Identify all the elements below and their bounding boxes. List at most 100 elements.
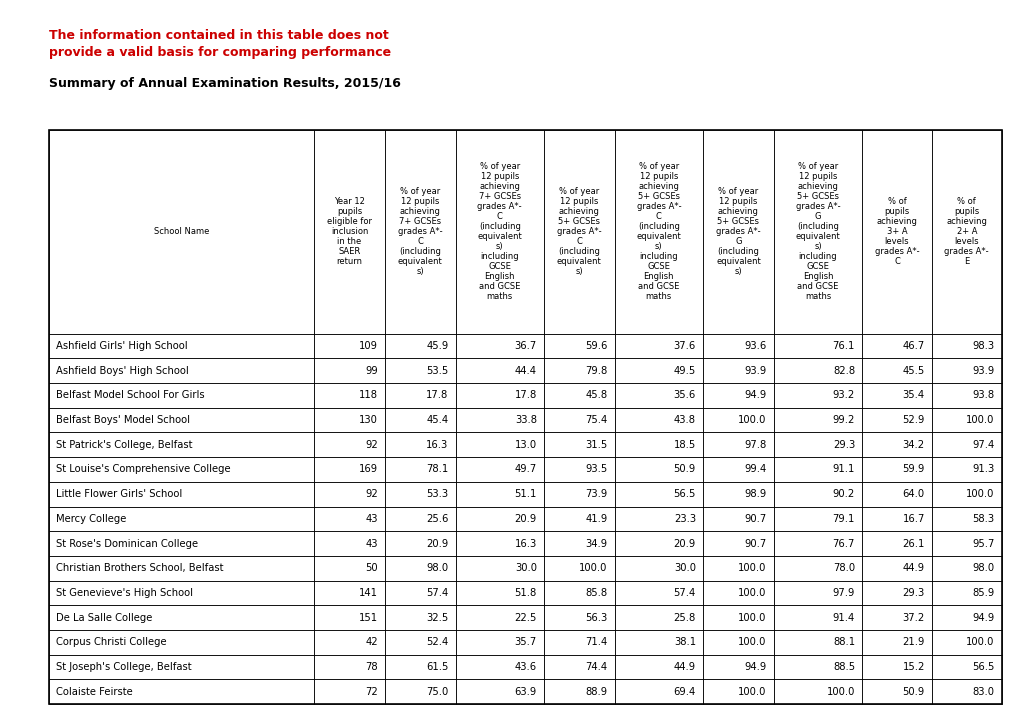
Text: St Louise's Comprehensive College: St Louise's Comprehensive College — [56, 464, 230, 474]
Bar — [773, 433, 861, 457]
Bar — [614, 482, 702, 506]
Bar — [614, 130, 702, 333]
Bar — [614, 457, 702, 482]
Text: 45.8: 45.8 — [585, 390, 607, 400]
Text: 64.0: 64.0 — [902, 489, 924, 499]
Bar — [614, 333, 702, 359]
Text: 82.8: 82.8 — [833, 366, 854, 376]
Bar — [314, 630, 384, 654]
Text: 99.2: 99.2 — [832, 415, 854, 425]
Text: 17.8: 17.8 — [514, 390, 536, 400]
Text: 30.0: 30.0 — [515, 563, 536, 573]
Text: 91.4: 91.4 — [832, 613, 854, 623]
Bar — [49, 457, 314, 482]
Text: 49.5: 49.5 — [673, 366, 695, 376]
Text: 169: 169 — [359, 464, 377, 474]
Bar — [314, 531, 384, 556]
Bar — [455, 580, 543, 606]
Text: 63.9: 63.9 — [514, 687, 536, 697]
Bar — [614, 580, 702, 606]
Bar — [702, 408, 773, 433]
Bar — [861, 433, 931, 457]
Text: Christian Brothers School, Belfast: Christian Brothers School, Belfast — [56, 563, 223, 573]
Text: 25.8: 25.8 — [673, 613, 695, 623]
Bar — [49, 680, 314, 704]
Bar — [931, 556, 1001, 580]
Text: 90.7: 90.7 — [744, 514, 766, 524]
Text: 91.3: 91.3 — [971, 464, 994, 474]
Bar — [314, 506, 384, 531]
Text: 98.3: 98.3 — [971, 341, 994, 351]
Text: 61.5: 61.5 — [426, 662, 448, 672]
Bar — [543, 506, 614, 531]
Text: 97.4: 97.4 — [971, 440, 994, 450]
Text: 56.3: 56.3 — [585, 613, 607, 623]
Text: 75.0: 75.0 — [426, 687, 448, 697]
Text: 15.2: 15.2 — [902, 662, 924, 672]
Text: 25.6: 25.6 — [426, 514, 448, 524]
Bar — [49, 506, 314, 531]
Text: 31.5: 31.5 — [585, 440, 607, 450]
Text: 76.7: 76.7 — [832, 539, 854, 549]
Text: 78: 78 — [365, 662, 377, 672]
Text: 99: 99 — [365, 366, 377, 376]
Bar — [49, 359, 314, 383]
Text: 45.4: 45.4 — [426, 415, 448, 425]
Bar — [702, 433, 773, 457]
Text: 98.0: 98.0 — [971, 563, 994, 573]
Bar — [614, 506, 702, 531]
Bar — [314, 433, 384, 457]
Bar — [455, 654, 543, 680]
Bar — [455, 531, 543, 556]
Text: 52.4: 52.4 — [426, 637, 448, 647]
Bar — [773, 580, 861, 606]
Text: St Joseph's College, Belfast: St Joseph's College, Belfast — [56, 662, 192, 672]
Bar — [455, 457, 543, 482]
Text: 94.9: 94.9 — [744, 390, 766, 400]
Text: 43.6: 43.6 — [515, 662, 536, 672]
Bar — [773, 531, 861, 556]
Text: The information contained in this table does not
provide a valid basis for compa: The information contained in this table … — [49, 29, 390, 59]
Text: 46.7: 46.7 — [902, 341, 924, 351]
Text: % of year
12 pupils
achieving
5+ GCSEs
grades A*-
C
(including
equivalent
s)
inc: % of year 12 pupils achieving 5+ GCSEs g… — [636, 162, 681, 302]
Bar — [543, 433, 614, 457]
Text: 72: 72 — [365, 687, 377, 697]
Bar — [314, 482, 384, 506]
Text: 98.9: 98.9 — [744, 489, 766, 499]
Text: 75.4: 75.4 — [585, 415, 607, 425]
Text: 57.4: 57.4 — [673, 588, 695, 598]
Bar — [702, 580, 773, 606]
Text: 45.9: 45.9 — [426, 341, 448, 351]
Bar — [314, 457, 384, 482]
Bar — [861, 359, 931, 383]
Text: 151: 151 — [359, 613, 377, 623]
Bar — [773, 606, 861, 630]
Bar — [384, 482, 455, 506]
Text: 56.5: 56.5 — [673, 489, 695, 499]
Bar — [773, 506, 861, 531]
Bar — [455, 630, 543, 654]
Bar — [702, 333, 773, 359]
Text: 35.6: 35.6 — [673, 390, 695, 400]
Text: 36.7: 36.7 — [514, 341, 536, 351]
Text: 93.9: 93.9 — [971, 366, 994, 376]
Bar — [455, 606, 543, 630]
Text: 95.7: 95.7 — [971, 539, 994, 549]
Text: 53.3: 53.3 — [426, 489, 448, 499]
Text: St Rose's Dominican College: St Rose's Dominican College — [56, 539, 198, 549]
Text: 44.9: 44.9 — [902, 563, 924, 573]
Bar — [49, 630, 314, 654]
Text: 32.5: 32.5 — [426, 613, 448, 623]
Bar — [773, 333, 861, 359]
Text: 34.9: 34.9 — [585, 539, 607, 549]
Bar — [384, 333, 455, 359]
Bar — [49, 580, 314, 606]
Text: 59.9: 59.9 — [902, 464, 924, 474]
Bar — [861, 606, 931, 630]
Bar — [702, 654, 773, 680]
Text: 79.8: 79.8 — [585, 366, 607, 376]
Text: % of year
12 pupils
achieving
5+ GCSEs
grades A*-
G
(including
equivalent
s): % of year 12 pupils achieving 5+ GCSEs g… — [715, 187, 760, 276]
Text: 49.7: 49.7 — [514, 464, 536, 474]
Text: 90.7: 90.7 — [744, 539, 766, 549]
Text: 26.1: 26.1 — [902, 539, 924, 549]
